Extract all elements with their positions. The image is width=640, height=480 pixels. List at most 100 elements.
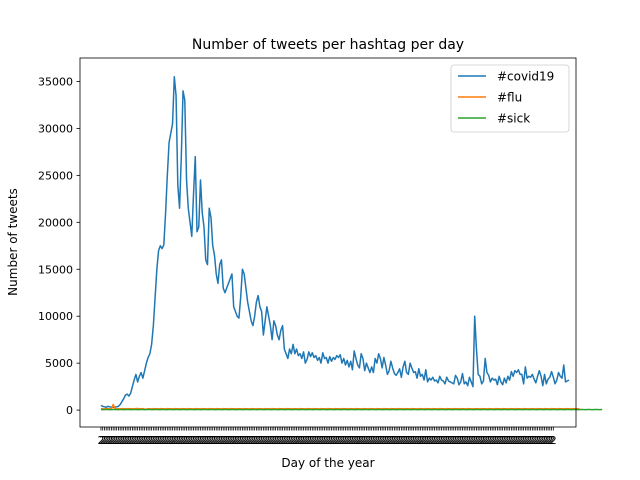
x-tick-label: 2 xyxy=(501,434,508,447)
x-tick-label: 2 xyxy=(195,434,202,447)
x-tick-label: 2 xyxy=(375,434,382,447)
x-tick-label: 2 xyxy=(435,434,442,447)
x-tick-label: 2 xyxy=(359,434,366,447)
x-tick-label: 2 xyxy=(534,434,541,447)
x-tick-label: 2 xyxy=(351,434,358,447)
x-tick-label: 2 xyxy=(258,434,265,447)
x-tick-label: 2 xyxy=(110,434,117,447)
x-tick-label: 2 xyxy=(548,434,555,447)
x-tick-label: 2 xyxy=(517,434,524,447)
x-tick-label: 2 xyxy=(408,434,415,447)
x-tick-label: 2 xyxy=(520,434,527,447)
x-tick-label: 2 xyxy=(248,434,255,447)
x-tick-label: 2 xyxy=(298,434,305,447)
x-tick-label: 2 xyxy=(239,434,246,447)
x-tick-label: 2 xyxy=(531,434,538,447)
x-tick-label: 2 xyxy=(401,434,408,447)
x-tick-label: 2 xyxy=(173,434,180,447)
x-tick-label: 2 xyxy=(372,434,379,447)
y-axis: 0 5000 10000 15000 20000 25000 30000 35000 xyxy=(38,75,80,417)
x-tick-label: 2 xyxy=(286,434,293,447)
x-tick-label: 2 xyxy=(356,434,363,447)
x-tick-label: 2 xyxy=(529,434,536,447)
x-tick-label: 2 xyxy=(429,434,436,447)
x-tick-label: 2 xyxy=(256,434,263,447)
x-tick-label: 2 xyxy=(508,434,515,447)
x-tick-label: 2 xyxy=(199,434,206,447)
x-tick-label: 2 xyxy=(108,434,115,447)
x-tick-label: 2 xyxy=(249,434,256,447)
x-tick-label: 2 xyxy=(422,434,429,447)
x-tick-label: 2 xyxy=(118,434,125,447)
x-tick-label: 2 xyxy=(398,434,405,447)
x-tick-label: 2 xyxy=(251,434,258,447)
x-tick-label: 2 xyxy=(234,434,241,447)
x-tick-label: 2 xyxy=(335,434,342,447)
y-tick-label: 20000 xyxy=(38,216,73,229)
y-tick-label: 30000 xyxy=(38,122,73,135)
x-tick-label: 2 xyxy=(489,434,496,447)
x-tick-label: 2 xyxy=(421,434,428,447)
x-tick-label: 2 xyxy=(412,434,419,447)
x-tick-label: 2 xyxy=(206,434,213,447)
x-tick-label: 2 xyxy=(497,434,504,447)
x-tick-label: 2 xyxy=(276,434,283,447)
y-tick-label: 5000 xyxy=(45,357,73,370)
x-tick-label: 2 xyxy=(438,434,445,447)
x-tick-label: 2 xyxy=(450,434,457,447)
x-tick-label: 2 xyxy=(506,434,513,447)
x-tick-label: 2 xyxy=(541,434,548,447)
x-tick-label: 2 xyxy=(153,434,160,447)
x-tick-label: 2 xyxy=(466,434,473,447)
x-tick-label: 2 xyxy=(459,434,466,447)
x-tick-label: 2 xyxy=(337,434,344,447)
x-tick-label: 2 xyxy=(400,434,407,447)
x-tick-label: 2 xyxy=(389,434,396,447)
x-tick-label: 2 xyxy=(354,434,361,447)
x-tick-label: 2 xyxy=(550,434,557,447)
y-axis-label: Number of tweets xyxy=(6,188,20,296)
x-tick-label: 2 xyxy=(494,434,501,447)
x-tick-label: 2 xyxy=(178,434,185,447)
x-tick-label: 2 xyxy=(103,434,110,447)
x-tick-label: 2 xyxy=(309,434,316,447)
x-tick-label: 2 xyxy=(230,434,237,447)
x-tick-label: 2 xyxy=(295,434,302,447)
x-tick-label: 2 xyxy=(297,434,304,447)
x-tick-label: 2 xyxy=(270,434,277,447)
x-tick-label: 2 xyxy=(373,434,380,447)
x-tick-label: 2 xyxy=(417,434,424,447)
x-tick-label: 2 xyxy=(188,434,195,447)
x-tick-label: 2 xyxy=(545,434,552,447)
x-tick-label: 2 xyxy=(117,434,124,447)
x-tick-label: 2 xyxy=(246,434,253,447)
x-tick-label: 2 xyxy=(325,434,332,447)
x-tick-label: 2 xyxy=(155,434,162,447)
x-tick-label: 2 xyxy=(106,434,113,447)
x-tick-label: 2 xyxy=(288,434,295,447)
x-tick-label: 2 xyxy=(513,434,520,447)
x-tick-label: 2 xyxy=(328,434,335,447)
x-tick-label: 2 xyxy=(386,434,393,447)
x-tick-label: 2 xyxy=(166,434,173,447)
x-tick-label: 2 xyxy=(452,434,459,447)
x-tick-label: 2 xyxy=(307,434,314,447)
x-tick-label: 2 xyxy=(265,434,272,447)
x-tick-label: 2 xyxy=(101,434,108,447)
x-tick-label: 2 xyxy=(331,434,338,447)
x-tick-label: 2 xyxy=(290,434,297,447)
x-tick-label: 2 xyxy=(405,434,412,447)
x-tick-label: 2 xyxy=(419,434,426,447)
x-tick-label: 2 xyxy=(111,434,118,447)
x-tick-label: 2 xyxy=(504,434,511,447)
x-tick-label: 2 xyxy=(473,434,480,447)
x-tick-label: 2 xyxy=(244,434,251,447)
x-tick-label: 2 xyxy=(480,434,487,447)
x-tick-label: 2 xyxy=(152,434,159,447)
x-tick-label: 2 xyxy=(279,434,286,447)
x-tick-label: 2 xyxy=(483,434,490,447)
x-tick-label: 2 xyxy=(194,434,201,447)
x-tick-label: 2 xyxy=(312,434,319,447)
x-tick-label: 2 xyxy=(445,434,452,447)
x-tick-label: 2 xyxy=(333,434,340,447)
